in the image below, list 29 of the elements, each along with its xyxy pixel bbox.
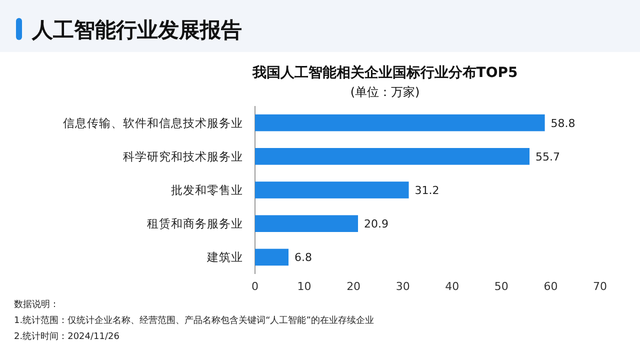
data-label: 6.8	[294, 251, 312, 264]
y-tick-label: 批发和零售业	[171, 183, 243, 197]
bar	[255, 182, 409, 198]
x-tick-label: 10	[297, 280, 312, 293]
chart-title: 人工智能行业发展报告	[31, 18, 242, 42]
y-tick-label: 信息传输、软件和信息技术服务业	[63, 116, 243, 130]
x-tick-label: 50	[494, 280, 508, 293]
x-tick-label: 20	[346, 280, 361, 293]
bar	[255, 114, 545, 132]
text: 2.统计时间：2024/11/26	[14, 331, 120, 342]
y-tick-label: 租赁和商务服务业	[147, 216, 243, 231]
text: 数据说明：	[14, 299, 59, 310]
data-label: 20.9	[364, 218, 389, 231]
x-tick-label: 40	[445, 280, 460, 293]
data-label: 31.2	[414, 184, 440, 197]
chart-subtitle: 我国人工智能相关企业国标行业分布TOP5	[251, 64, 518, 81]
bar	[255, 248, 289, 266]
y-tick-label: 建筑业	[206, 250, 243, 264]
data-label: 58.8	[550, 116, 576, 130]
x-tick-label: 70	[593, 280, 607, 293]
x-tick-label: 30	[396, 280, 410, 293]
x-tick-label: 0	[252, 280, 258, 293]
text: (单位：万家)	[350, 85, 420, 99]
bar	[255, 148, 530, 165]
data-label: 55.7	[536, 150, 560, 164]
y-tick-label: 科学研究和技术服务业	[123, 149, 243, 164]
bar	[255, 215, 358, 232]
text: 1.统计范围：仅统计企业名称、经营范围、产品名称包含关键词“人工智能”的在业存续企业	[14, 315, 374, 326]
x-tick-label: 60	[544, 280, 558, 293]
